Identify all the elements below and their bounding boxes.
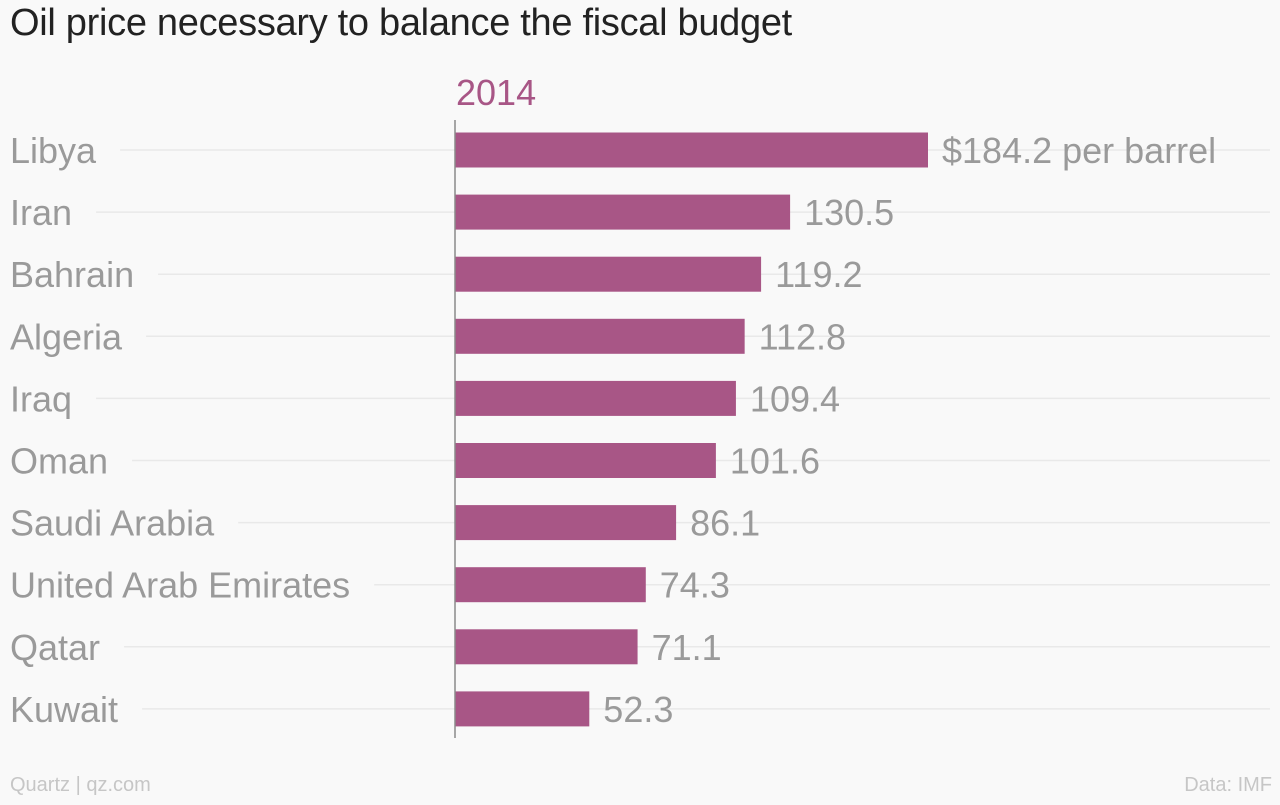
bar	[455, 443, 716, 478]
value-label: 52.3	[603, 689, 673, 730]
value-label: $184.2 per barrel	[942, 130, 1216, 171]
value-label: 130.5	[804, 192, 894, 233]
bar	[455, 629, 638, 665]
value-label: 109.4	[750, 378, 840, 419]
bar	[455, 691, 590, 727]
category-label: Saudi Arabia	[10, 503, 215, 544]
category-label: Oman	[10, 441, 108, 482]
bar	[455, 567, 646, 603]
category-label: Algeria	[10, 316, 123, 357]
category-label: Qatar	[10, 627, 100, 668]
category-label: Kuwait	[10, 689, 118, 730]
value-label: 119.2	[775, 254, 862, 295]
footer-data-credit: Data: IMF	[1184, 774, 1272, 796]
value-label: 86.1	[690, 503, 760, 544]
bar	[455, 194, 791, 230]
series-label: 2014	[456, 72, 536, 113]
category-label: United Arab Emirates	[10, 565, 350, 606]
category-label: Libya	[10, 130, 97, 171]
value-label: 101.6	[730, 441, 820, 482]
footer-source: Quartz | qz.com	[10, 774, 151, 796]
chart-title: Oil price necessary to balance the fisca…	[10, 2, 792, 44]
bars	[454, 120, 928, 738]
value-label: 74.3	[660, 565, 730, 606]
value-label: 112.8	[759, 316, 846, 357]
category-label: Bahrain	[10, 254, 134, 295]
category-label: Iraq	[10, 378, 72, 419]
category-label: Iran	[10, 192, 72, 233]
bar	[455, 318, 745, 354]
bar	[455, 132, 928, 168]
bar	[455, 380, 736, 416]
bar	[455, 256, 762, 292]
bar	[455, 505, 677, 541]
gridlines	[96, 149, 1270, 710]
labels: 2014 Libya $184.2 per barrel Iran 130.5 Bahra…	[10, 72, 1216, 730]
value-label: 71.1	[652, 627, 722, 668]
